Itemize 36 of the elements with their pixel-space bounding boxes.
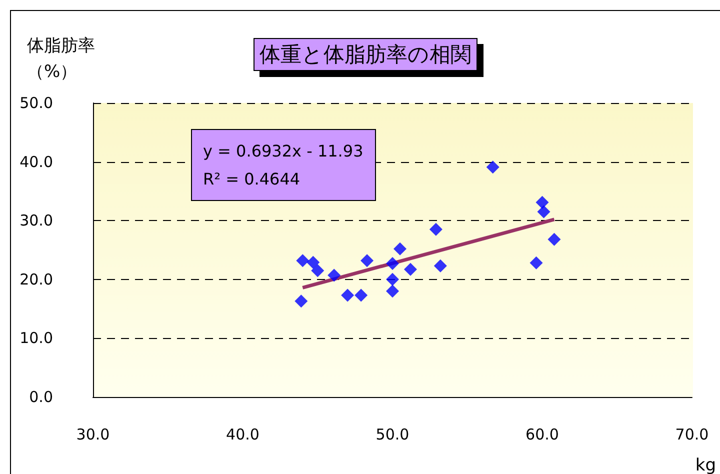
y-tick-label: 0.0 xyxy=(29,388,53,406)
point xyxy=(404,262,417,276)
x-tick-label: 60.0 xyxy=(526,426,559,444)
point xyxy=(296,254,310,268)
point xyxy=(386,272,399,286)
point xyxy=(386,284,399,298)
x-tick-label: 30.0 xyxy=(76,426,110,444)
y-tick-label: 50.0 xyxy=(20,94,53,112)
annotation: y = 0.6932x - 11.93 xyxy=(203,142,364,160)
point xyxy=(328,268,341,282)
point xyxy=(341,288,354,302)
y-tick-label: 40.0 xyxy=(20,152,53,171)
chart-title: 体重と体脂肪率の相関 xyxy=(260,42,472,66)
point xyxy=(354,288,368,302)
point xyxy=(548,232,561,246)
point xyxy=(429,222,442,236)
point xyxy=(360,254,374,268)
y-tick-label: 20.0 xyxy=(20,270,53,288)
x-tick-label: 70.0 xyxy=(675,426,709,444)
x-axis-title: kg xyxy=(695,456,716,474)
point xyxy=(530,256,543,270)
point xyxy=(486,160,500,174)
point xyxy=(386,257,399,270)
point xyxy=(537,205,550,218)
y-axis-title: 体脂肪率（%） xyxy=(27,36,95,82)
x-tick-label: 40.0 xyxy=(226,426,260,444)
point xyxy=(294,294,308,308)
point xyxy=(434,259,447,272)
x-tick-label: 50.0 xyxy=(376,426,410,444)
y-tick-label: 10.0 xyxy=(20,329,53,348)
point xyxy=(536,196,549,209)
point xyxy=(393,242,406,256)
point xyxy=(311,264,324,278)
y-tick-label: 30.0 xyxy=(20,212,53,230)
annotation: R² = 0.4644 xyxy=(203,170,300,188)
point xyxy=(306,256,320,269)
